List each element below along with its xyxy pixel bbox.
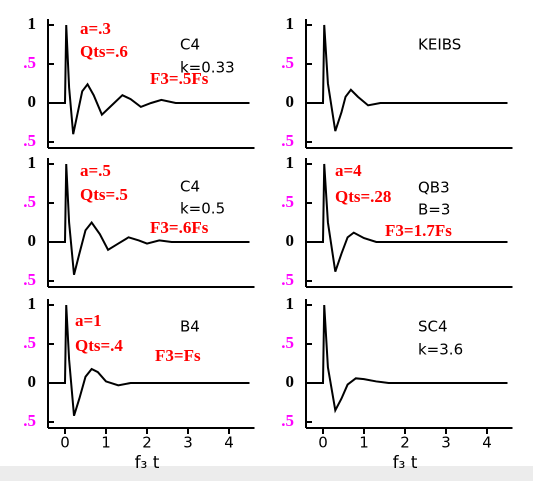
annotation: F3=1.7Fs	[385, 221, 452, 240]
annotation: B4	[180, 318, 200, 336]
y-tick-label: .5	[23, 131, 36, 150]
x-tick-label: 0	[60, 434, 70, 452]
annotation: Qts=.5	[80, 185, 128, 204]
y-tick-label: 1	[286, 294, 295, 313]
window-edge	[0, 466, 533, 481]
annotation: k=0.5	[180, 200, 225, 218]
x-tick-label: 3	[441, 434, 451, 452]
x-tick-label: 2	[142, 434, 152, 452]
y-tick-label: .5	[281, 192, 294, 211]
annotation: a=4	[335, 161, 362, 180]
y-tick-label: .5	[23, 270, 36, 289]
y-tick-label: .5	[281, 131, 294, 150]
x-tick-label: 0	[318, 434, 328, 452]
x-axis-label: f₃ t	[393, 453, 418, 473]
annotation: a=.5	[80, 161, 111, 180]
y-tick-label: .5	[23, 53, 36, 72]
response-curve	[48, 304, 250, 417]
annotation: KEIBS	[418, 36, 461, 54]
y-tick-label: 1	[28, 14, 37, 33]
y-tick-label: .5	[281, 270, 294, 289]
y-tick-label: 0	[28, 92, 37, 111]
annotation: C4	[180, 36, 200, 54]
x-tick-label: 4	[482, 434, 492, 452]
annotation: SC4	[418, 318, 448, 336]
y-tick-label: 0	[28, 372, 37, 391]
x-tick-label: 3	[183, 434, 193, 452]
y-tick-label: .5	[23, 333, 36, 352]
y-tick-label: 1	[286, 14, 295, 33]
annotation: k=3.6	[418, 341, 463, 359]
annotation: Qts=.28	[335, 187, 391, 206]
response-curve	[306, 304, 508, 414]
annotation: F3=.5Fs	[150, 69, 209, 88]
y-tick-label: 0	[286, 92, 295, 111]
annotation: Qts=.4	[75, 336, 123, 355]
x-axis-label: f₃ t	[135, 453, 160, 473]
y-tick-label: .5	[23, 192, 36, 211]
y-tick-label: 1	[28, 294, 37, 313]
response-curve	[48, 163, 250, 276]
annotation: a=.3	[80, 19, 111, 38]
y-tick-label: .5	[281, 333, 294, 352]
y-tick-label: 0	[286, 372, 295, 391]
x-tick-label: 1	[359, 434, 369, 452]
y-tick-label: 1	[28, 153, 37, 172]
x-tick-label: 2	[400, 434, 410, 452]
response-curve	[48, 24, 250, 135]
x-tick-label: 4	[224, 434, 234, 452]
annotation: k=0.33	[180, 59, 235, 77]
annotation: Qts=.6	[80, 42, 128, 61]
annotation: F3=.6Fs	[150, 218, 209, 237]
y-tick-label: .5	[281, 53, 294, 72]
annotation: C4	[180, 178, 200, 196]
response-curve	[306, 24, 508, 132]
annotation: a=1	[75, 311, 102, 330]
response-curve	[306, 163, 508, 272]
x-tick-label: 1	[101, 434, 111, 452]
y-tick-label: 0	[28, 231, 37, 250]
y-tick-label: 1	[286, 153, 295, 172]
y-tick-label: 0	[286, 231, 295, 250]
annotation: B=3	[418, 201, 450, 219]
y-tick-label: .5	[281, 411, 294, 430]
annotation: QB3	[418, 179, 450, 197]
annotation: F3=Fs	[155, 346, 201, 365]
y-tick-label: .5	[23, 411, 36, 430]
